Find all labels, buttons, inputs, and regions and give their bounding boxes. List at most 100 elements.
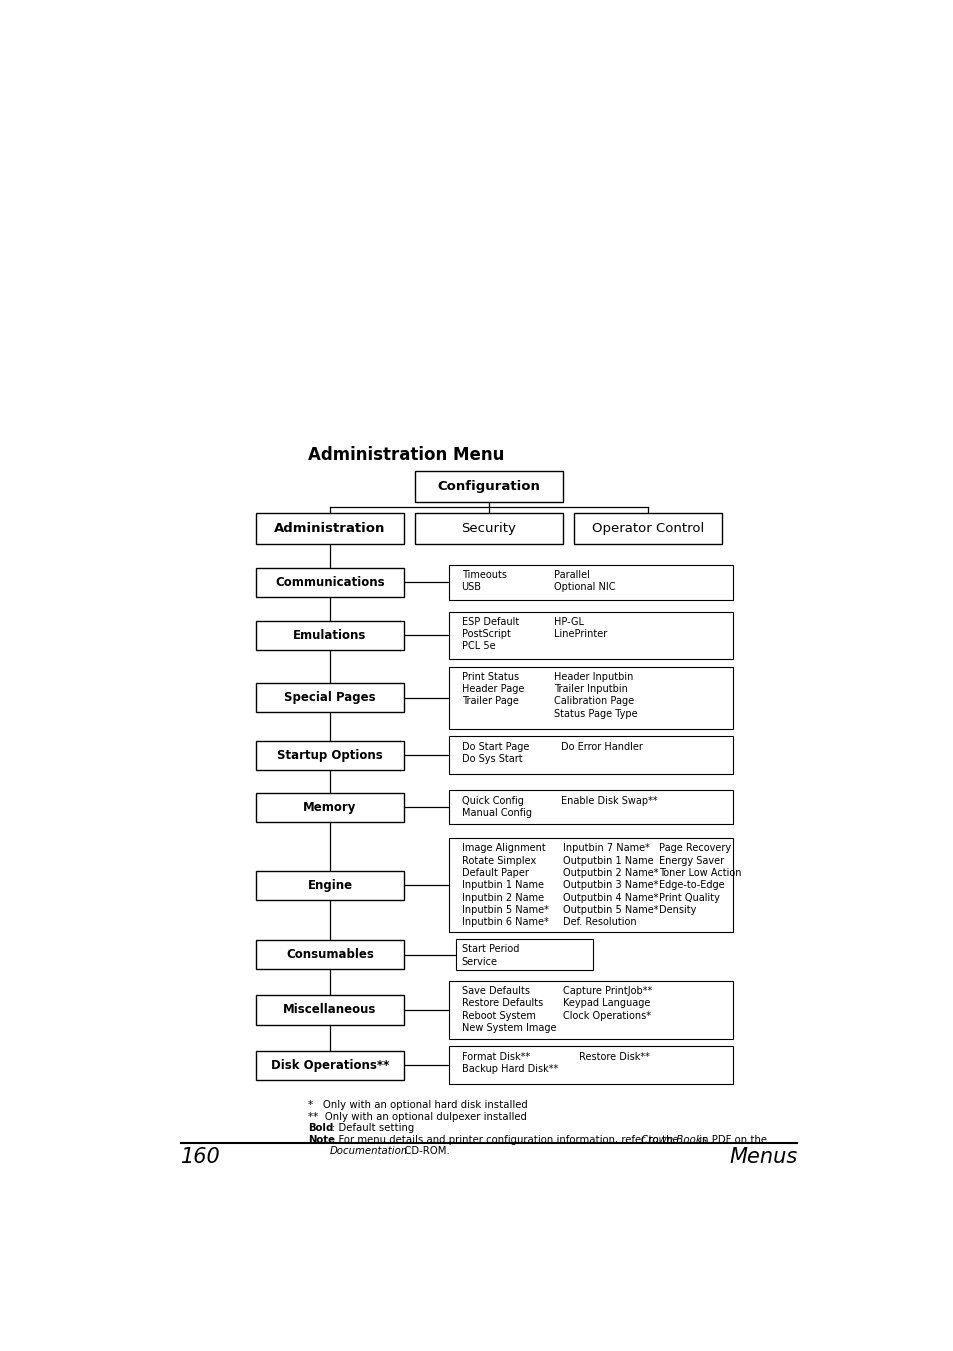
Text: Outputbin 2 Name*: Outputbin 2 Name* [562,869,658,878]
Text: : Default setting: : Default setting [332,1123,414,1133]
Text: Do Sys Start: Do Sys Start [461,754,521,763]
Text: Image Alignment: Image Alignment [461,843,545,854]
Text: Energy Saver: Energy Saver [659,855,723,866]
Bar [448,666,733,730]
Bar [255,870,403,900]
Text: Calibration Page: Calibration Page [554,696,634,707]
Text: Do Error Handler: Do Error Handler [560,742,641,751]
Text: Rotate Simplex: Rotate Simplex [461,855,536,866]
Bar [255,684,403,712]
Text: Outputbin 1 Name: Outputbin 1 Name [562,855,653,866]
Text: Timeouts: Timeouts [461,570,506,580]
Bar [255,512,403,544]
Text: ESP Default: ESP Default [461,616,518,627]
Bar [255,996,403,1024]
Text: Startup Options: Startup Options [276,748,382,762]
Text: Menus: Menus [728,1147,797,1167]
Text: LinePrinter: LinePrinter [554,630,607,639]
Bar [574,512,721,544]
Bar [456,939,592,970]
Text: Inputbin 7 Name*: Inputbin 7 Name* [562,843,649,854]
Text: Do Start Page: Do Start Page [461,742,528,751]
Text: Capture PrintJob**: Capture PrintJob** [562,986,652,996]
Text: Restore Disk**: Restore Disk** [578,1051,649,1062]
Bar [448,612,733,659]
Text: Density: Density [659,905,696,915]
Bar [255,740,403,770]
Text: Engine: Engine [307,878,353,892]
Text: USB: USB [461,582,481,592]
Text: Keypad Language: Keypad Language [562,998,650,1008]
Text: Page Recovery: Page Recovery [659,843,730,854]
Text: New System Image: New System Image [461,1023,556,1032]
Text: Operator Control: Operator Control [591,521,703,535]
Text: Administration: Administration [274,521,385,535]
Text: Toner Low Action: Toner Low Action [659,869,740,878]
Text: Crown Books: Crown Books [640,1135,706,1144]
Text: Security: Security [461,521,516,535]
Text: Inputbin 6 Name*: Inputbin 6 Name* [461,917,548,927]
Text: Backup Hard Disk**: Backup Hard Disk** [461,1063,558,1074]
Text: Disk Operations**: Disk Operations** [271,1059,389,1071]
Text: Clock Operations*: Clock Operations* [562,1011,650,1020]
Text: Header Inputbin: Header Inputbin [554,671,633,682]
Text: Consumables: Consumables [286,948,374,962]
Text: Note: Note [308,1135,335,1144]
Text: Trailer Inputbin: Trailer Inputbin [554,684,627,694]
Text: *   Only with an optional hard disk installed: * Only with an optional hard disk instal… [308,1101,527,1111]
Text: Outputbin 4 Name*: Outputbin 4 Name* [562,893,658,902]
Text: Inputbin 2 Name: Inputbin 2 Name [461,893,543,902]
Text: Inputbin 5 Name*: Inputbin 5 Name* [461,905,548,915]
Text: Format Disk**: Format Disk** [461,1051,529,1062]
Text: Save Defaults: Save Defaults [461,986,529,996]
Text: 160: 160 [180,1147,220,1167]
Text: Header Page: Header Page [461,684,523,694]
Bar [255,621,403,650]
Bar [255,567,403,597]
Text: Configuration: Configuration [437,480,539,493]
Text: Default Paper: Default Paper [461,869,528,878]
Text: Documentation: Documentation [330,1146,408,1156]
Text: Inputbin 1 Name: Inputbin 1 Name [461,881,543,890]
Bar [255,940,403,970]
Bar [255,1051,403,1079]
Text: Enable Disk Swap**: Enable Disk Swap** [560,796,657,805]
Bar [415,471,562,503]
Text: PCL 5e: PCL 5e [461,642,495,651]
Bar [255,793,403,821]
Bar [448,838,733,932]
Text: Trailer Page: Trailer Page [461,696,517,707]
Text: Outputbin 5 Name*: Outputbin 5 Name* [562,905,658,915]
Text: Miscellaneous: Miscellaneous [283,1004,376,1016]
Text: Administration Menu: Administration Menu [308,446,503,465]
Bar [448,1046,733,1084]
Text: Emulations: Emulations [293,630,366,642]
Text: Start Period: Start Period [461,944,518,954]
Text: Parallel: Parallel [554,570,589,580]
Text: Edge-to-Edge: Edge-to-Edge [659,881,724,890]
Text: in PDF on the: in PDF on the [696,1135,766,1144]
Bar [448,981,733,1039]
Text: Bold: Bold [308,1123,333,1133]
Text: PostScript: PostScript [461,630,510,639]
Text: Memory: Memory [303,801,356,813]
Bar [448,790,733,824]
Text: Communications: Communications [274,576,384,589]
Text: Def. Resolution: Def. Resolution [562,917,636,927]
Text: Reboot System: Reboot System [461,1011,535,1020]
Text: Service: Service [461,957,497,967]
Text: Manual Config: Manual Config [461,808,531,817]
Text: Outputbin 3 Name*: Outputbin 3 Name* [562,881,658,890]
Text: Restore Defaults: Restore Defaults [461,998,542,1008]
Text: HP-GL: HP-GL [554,616,583,627]
Bar [415,512,562,544]
Text: **  Only with an optional dulpexer installed: ** Only with an optional dulpexer instal… [308,1112,526,1121]
Text: Print Quality: Print Quality [659,893,720,902]
Text: : For menu details and printer configuration information, refer to the: : For menu details and printer configura… [332,1135,681,1144]
Text: Special Pages: Special Pages [284,692,375,704]
Bar [448,565,733,600]
Text: Optional NIC: Optional NIC [554,582,615,592]
Text: Quick Config: Quick Config [461,796,523,805]
Text: CD-ROM.: CD-ROM. [400,1146,449,1156]
Text: Print Status: Print Status [461,671,518,682]
